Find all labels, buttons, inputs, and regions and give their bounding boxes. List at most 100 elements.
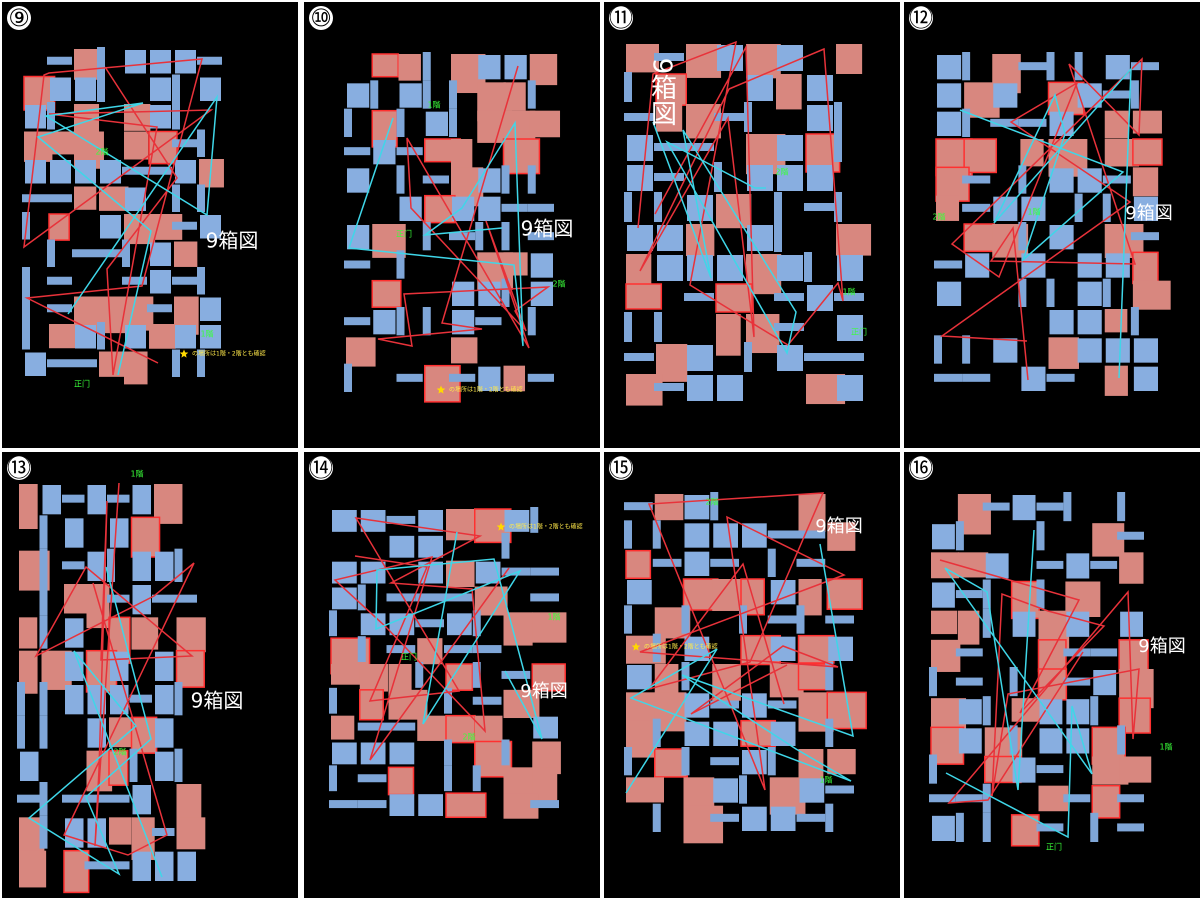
room	[932, 524, 955, 550]
corridor	[22, 294, 30, 322]
corridor	[17, 682, 25, 716]
map-title: 9箱図	[521, 217, 574, 241]
room	[100, 160, 121, 184]
room	[504, 510, 530, 532]
room	[417, 715, 449, 741]
room	[1037, 639, 1067, 672]
room	[424, 194, 456, 224]
room	[957, 552, 989, 578]
room	[687, 375, 713, 401]
corridor	[197, 349, 205, 377]
number-badge	[909, 456, 933, 480]
room	[399, 196, 422, 221]
floor-label: 2階	[113, 747, 126, 757]
floor-label: 1階	[200, 329, 213, 339]
room	[683, 805, 724, 844]
corridor	[84, 861, 107, 870]
corridor	[386, 515, 416, 524]
number-badge	[609, 456, 633, 480]
corridor	[39, 682, 48, 716]
corridor	[955, 794, 983, 803]
room	[200, 77, 221, 101]
room	[993, 83, 1018, 108]
floor-label: 1階	[1027, 207, 1040, 217]
room	[175, 50, 196, 74]
corridor	[530, 507, 539, 533]
room	[332, 742, 357, 765]
panel-number: ⑨	[8, 4, 30, 32]
room	[503, 767, 538, 798]
number-badge	[309, 6, 333, 30]
room	[503, 252, 528, 276]
corridor	[530, 593, 559, 602]
room	[452, 281, 475, 306]
route	[333, 517, 510, 761]
room	[387, 766, 415, 796]
corridor	[767, 615, 797, 624]
room	[451, 337, 478, 364]
note: の場所は1階・2階とも確認	[449, 386, 523, 394]
corridor	[654, 53, 684, 61]
map-title: 9箱図	[815, 516, 862, 537]
corridor	[681, 747, 690, 776]
corridor	[62, 561, 85, 570]
room	[1132, 138, 1163, 166]
corridor	[710, 813, 739, 822]
room	[715, 283, 753, 313]
room	[332, 510, 357, 532]
room	[627, 165, 653, 191]
map-panel: ⑫ 9箱図 2階 1階	[904, 2, 1200, 448]
room	[1104, 309, 1128, 333]
room	[937, 281, 962, 306]
corridor	[1130, 232, 1159, 241]
room	[1066, 699, 1090, 725]
room	[529, 54, 558, 86]
corridor	[501, 278, 510, 307]
corridor	[624, 502, 653, 511]
corridor	[1046, 278, 1055, 307]
route	[639, 492, 846, 791]
corridor	[1018, 278, 1027, 307]
corridor	[834, 132, 842, 162]
room	[937, 55, 962, 80]
corridor	[804, 203, 834, 211]
corridor	[197, 184, 205, 212]
corridor	[739, 775, 747, 804]
corridor	[624, 520, 632, 549]
floor-label: 2階	[95, 147, 108, 157]
room	[931, 610, 958, 635]
room	[175, 325, 196, 349]
room	[150, 50, 171, 74]
corridor	[122, 276, 147, 285]
room	[1049, 310, 1074, 335]
panel-number: ⑬	[7, 454, 31, 482]
room	[65, 618, 84, 648]
star-icon	[179, 349, 189, 358]
room	[63, 849, 90, 894]
corridor	[962, 203, 991, 212]
corridor	[47, 359, 72, 368]
corridor	[624, 192, 632, 222]
room	[475, 561, 501, 584]
corridor	[962, 335, 971, 364]
corridor	[990, 118, 1019, 127]
room	[937, 83, 962, 108]
room	[155, 685, 174, 715]
panel-number: ⑮	[609, 454, 633, 482]
room	[48, 213, 70, 241]
map-layout	[22, 47, 224, 385]
map-layout	[934, 52, 1171, 396]
room	[1118, 639, 1149, 674]
room	[347, 168, 370, 193]
corridor	[422, 52, 431, 81]
floor-label: 2階	[932, 212, 945, 222]
corridor	[1090, 560, 1118, 569]
corridor	[982, 812, 991, 842]
corridor	[834, 293, 864, 301]
corridor	[530, 567, 559, 576]
corridor	[39, 615, 48, 649]
corridor	[329, 800, 358, 809]
room	[958, 728, 982, 754]
